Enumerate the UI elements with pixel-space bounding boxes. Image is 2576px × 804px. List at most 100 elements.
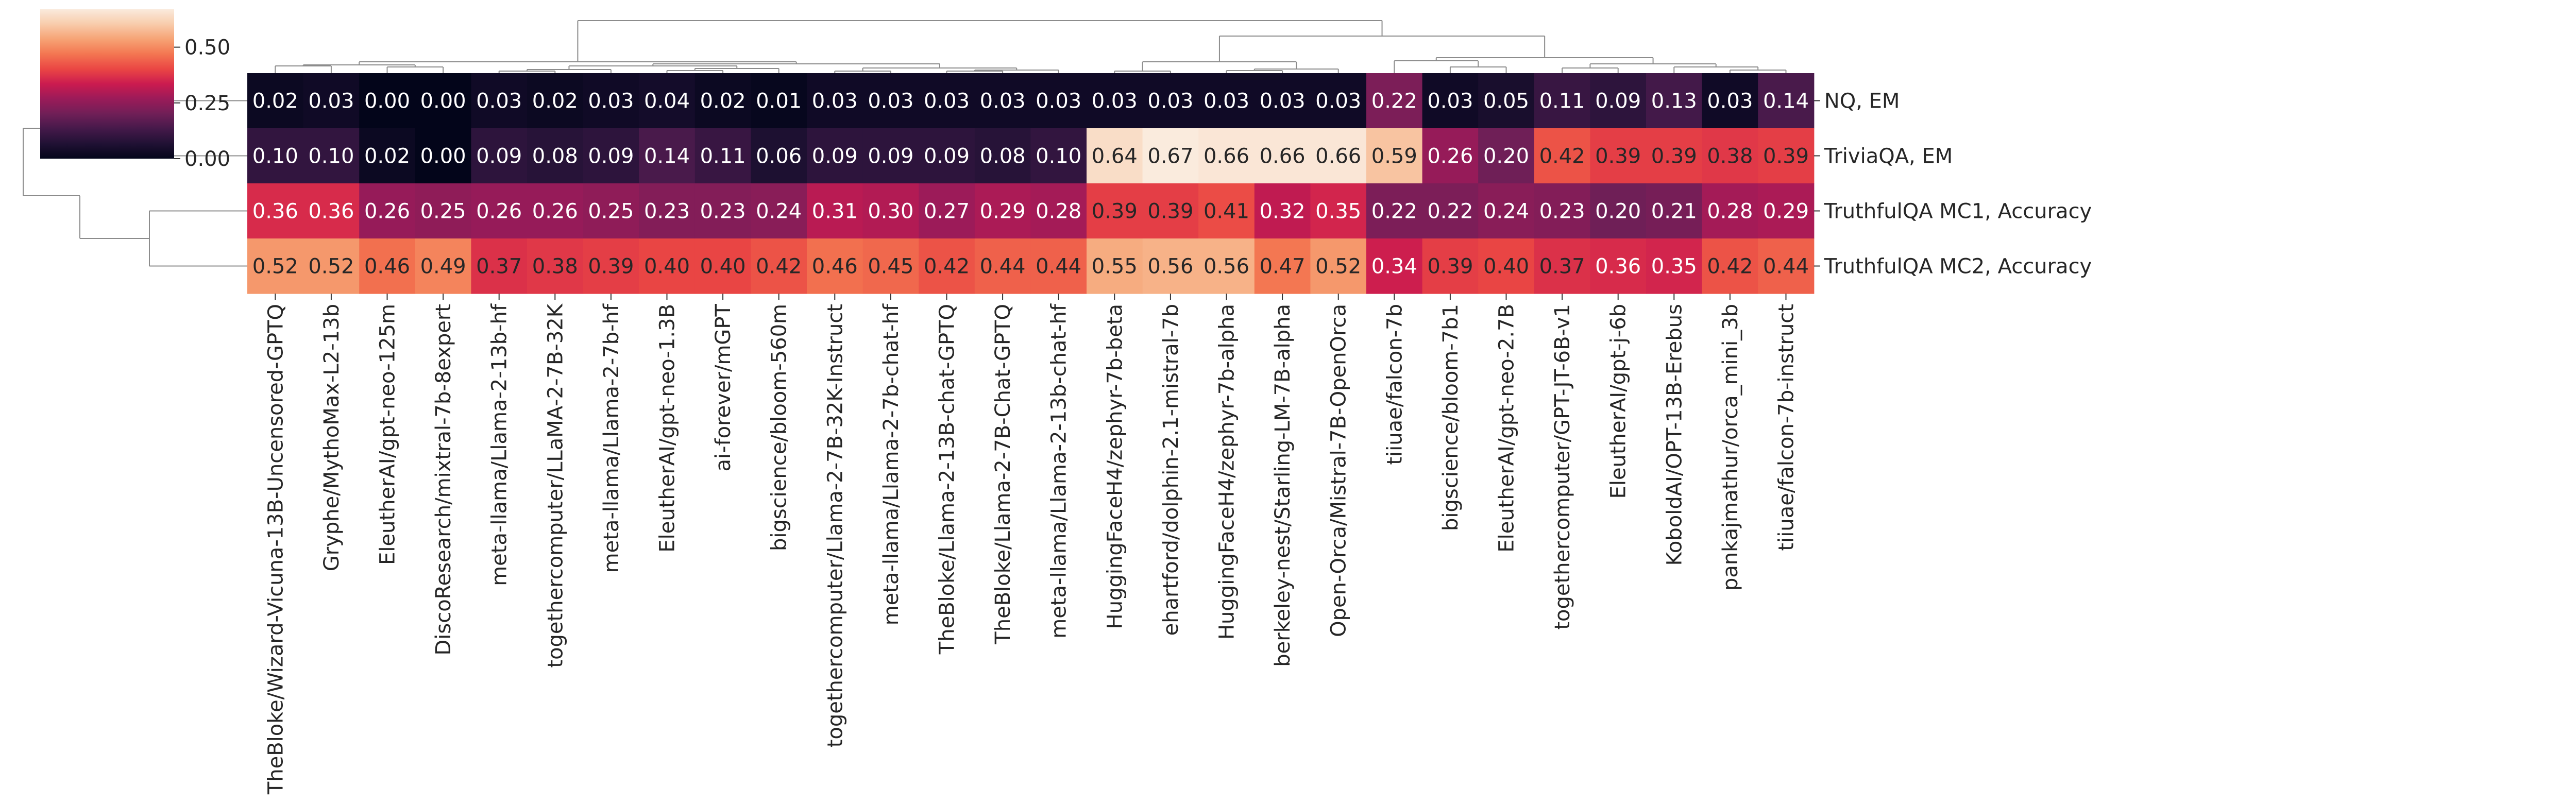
cell-value-label: 0.00: [420, 90, 466, 113]
cell-value-label: 0.03: [1260, 90, 1306, 113]
heatmap-cell: [1646, 238, 1703, 294]
cell-value-label: 0.02: [532, 90, 578, 113]
heatmap-cell: [751, 128, 807, 184]
heatmap-cell: [1366, 183, 1423, 239]
cell-value-label: 0.52: [308, 255, 354, 279]
heatmap-cell: [639, 73, 696, 129]
cell-value-label: 0.44: [980, 255, 1026, 279]
column-label: tiiuae/falcon-7b-instruct: [1775, 304, 1799, 551]
heatmap-cell: [1198, 73, 1255, 129]
heatmap-cell: [415, 183, 471, 239]
cell-value-label: 0.42: [1539, 145, 1585, 168]
column-label: ehartford/dolphin-2.1-mistral-7b: [1159, 304, 1183, 636]
heatmap-cell: [1198, 128, 1255, 184]
column-label: meta-llama/Llama-2-7b-hf: [600, 303, 623, 573]
cell-value-label: 0.08: [980, 145, 1026, 168]
heatmap-cell: [1310, 128, 1367, 184]
cell-value-label: 0.39: [1763, 145, 1809, 168]
cell-value-label: 0.39: [1147, 200, 1193, 224]
heatmap-cell: [527, 183, 584, 239]
cell-value-label: 0.22: [1371, 90, 1417, 113]
cell-value-label: 0.52: [1315, 255, 1361, 279]
heatmap-cell: [1254, 128, 1311, 184]
cell-value-label: 0.00: [364, 90, 410, 113]
cell-value-label: 0.40: [1483, 255, 1529, 279]
heatmap-cell: [1590, 73, 1647, 129]
heatmap-cell: [694, 73, 751, 129]
cell-value-label: 0.27: [924, 200, 970, 224]
cell-value-label: 0.37: [476, 255, 522, 279]
cell-value-label: 0.36: [252, 200, 298, 224]
heatmap-cell: [527, 73, 584, 129]
cell-value-label: 0.39: [588, 255, 634, 279]
column-labels: TheBloke/Wizard-Vicuna-13B-Uncensored-GP…: [264, 294, 1799, 795]
cell-value-label: 0.23: [700, 200, 746, 224]
heatmap-cell: [471, 183, 528, 239]
cell-value-label: 0.24: [756, 200, 802, 224]
heatmap-cell: [471, 238, 528, 294]
cell-value-label: 0.35: [1651, 255, 1697, 279]
cell-value-label: 0.46: [812, 255, 858, 279]
heatmap-cell: [1646, 73, 1703, 129]
cell-value-label: 0.03: [1092, 90, 1138, 113]
heatmap-cell: [694, 238, 751, 294]
heatmap-cell: [1310, 238, 1367, 294]
cell-value-label: 0.03: [588, 90, 634, 113]
column-label: meta-llama/Llama-2-13b-chat-hf: [1047, 303, 1071, 639]
cell-value-label: 0.14: [644, 145, 690, 168]
heatmap-cell: [919, 128, 975, 184]
heatmap-cell: [1030, 128, 1087, 184]
column-dendrogram: [275, 20, 1787, 73]
heatmap-cell: [359, 183, 416, 239]
cell-value-label: 0.09: [476, 145, 522, 168]
cell-value-label: 0.06: [756, 145, 802, 168]
cell-value-label: 0.64: [1092, 145, 1138, 168]
cell-value-label: 0.36: [1595, 255, 1641, 279]
heatmap-cell: [1478, 238, 1535, 294]
heatmap-cell: [583, 183, 639, 239]
cell-value-label: 0.29: [1763, 200, 1809, 224]
cell-value-label: 0.03: [1036, 90, 1081, 113]
heatmap-cell: [639, 238, 696, 294]
cell-value-label: 0.09: [588, 145, 634, 168]
cell-value-label: 0.55: [1092, 255, 1138, 279]
heatmap-cell: [1366, 73, 1423, 129]
heatmap-cell: [1758, 183, 1815, 239]
column-label: TheBloke/Wizard-Vicuna-13B-Uncensored-GP…: [264, 304, 287, 795]
heatmap-cell: [639, 183, 696, 239]
cell-value-label: 0.66: [1315, 145, 1361, 168]
cell-value-label: 0.22: [1427, 200, 1473, 224]
cell-value-label: 0.38: [532, 255, 578, 279]
heatmap-cell: [1087, 238, 1143, 294]
heatmap-cell: [751, 183, 807, 239]
cell-value-label: 0.42: [1707, 255, 1753, 279]
heatmap-cell: [1702, 238, 1758, 294]
row-labels: NQ, EM TriviaQA, EM TruthfulQA MC1, Accura…: [1814, 90, 2092, 279]
heatmap-cell: [1366, 128, 1423, 184]
cell-value-label: 0.03: [868, 90, 913, 113]
column-label: EleutherAI/gpt-neo-2.7B: [1495, 304, 1519, 553]
heatmap-cell: [583, 238, 639, 294]
cell-value-label: 0.03: [1204, 90, 1249, 113]
column-label: pankajmathur/orca_mini_3b: [1719, 304, 1742, 591]
cell-value-label: 0.22: [1371, 200, 1417, 224]
cell-value-label: 0.10: [1036, 145, 1081, 168]
column-label: TheBloke/Llama-2-13B-chat-GPTQ: [936, 304, 959, 655]
heatmap-cell: [1590, 128, 1647, 184]
heatmap-cell: [639, 128, 696, 184]
heatmap-cell: [415, 73, 471, 129]
colorbar-tick-label: 0.25: [184, 92, 230, 115]
row-label: TruthfulQA MC2, Accuracy: [1824, 255, 2092, 279]
column-label: HuggingFaceH4/zephyr-7b-beta: [1103, 304, 1127, 629]
column-label: bigscience/bloom-7b1: [1439, 304, 1463, 531]
cell-value-label: 0.35: [1315, 200, 1361, 224]
cell-value-label: 0.03: [1147, 90, 1193, 113]
row-label: TriviaQA, EM: [1824, 145, 1953, 168]
cell-value-label: 0.03: [924, 90, 970, 113]
heatmap-cell: [807, 238, 863, 294]
heatmap-cell: [1422, 73, 1479, 129]
cell-value-label: 0.05: [1483, 90, 1529, 113]
heatmap-cell: [807, 183, 863, 239]
heatmap-cell: [1422, 238, 1479, 294]
